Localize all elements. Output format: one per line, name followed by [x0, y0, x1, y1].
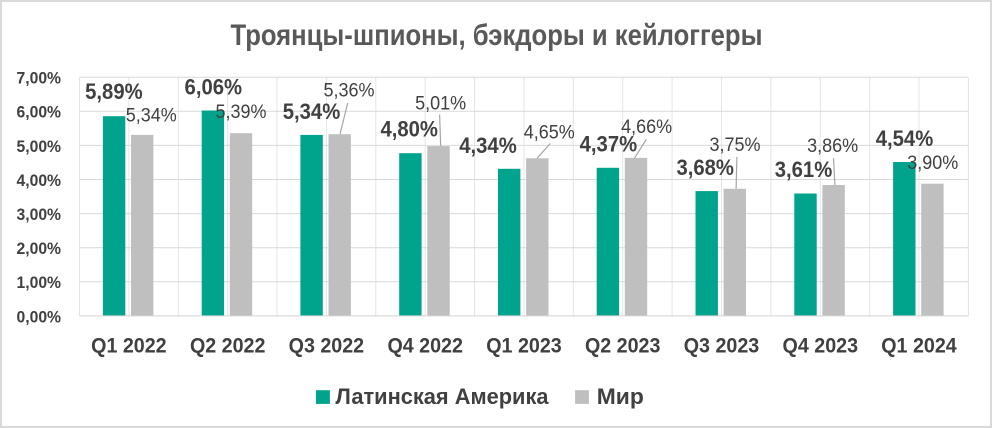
svg-text:5,39%: 5,39% [216, 102, 267, 123]
svg-text:Мир: Мир [597, 384, 644, 409]
svg-text:Q3 2023: Q3 2023 [684, 335, 760, 358]
svg-text:3,68%: 3,68% [676, 155, 734, 180]
svg-text:4,37%: 4,37% [580, 131, 638, 156]
svg-text:3,00%: 3,00% [17, 205, 62, 224]
svg-text:0,00%: 0,00% [17, 307, 62, 326]
svg-text:3,75%: 3,75% [710, 135, 761, 156]
svg-text:Q2 2022: Q2 2022 [190, 335, 266, 358]
svg-text:5,00%: 5,00% [17, 137, 62, 156]
svg-text:5,01%: 5,01% [415, 94, 466, 115]
svg-text:5,34%: 5,34% [283, 99, 341, 124]
svg-text:3,90%: 3,90% [907, 153, 958, 174]
svg-text:5,34%: 5,34% [126, 106, 177, 127]
svg-text:Q4 2022: Q4 2022 [387, 335, 463, 358]
svg-text:4,65%: 4,65% [524, 123, 575, 144]
svg-text:2,00%: 2,00% [17, 239, 62, 258]
svg-text:Q2 2023: Q2 2023 [585, 335, 661, 358]
svg-text:4,00%: 4,00% [17, 171, 62, 190]
svg-text:Q3 2022: Q3 2022 [289, 335, 365, 358]
svg-text:Q4 2023: Q4 2023 [783, 335, 859, 358]
svg-text:3,61%: 3,61% [775, 157, 833, 182]
svg-text:Q1 2022: Q1 2022 [91, 335, 167, 358]
svg-text:7,00%: 7,00% [17, 69, 62, 88]
svg-text:6,06%: 6,06% [185, 74, 243, 99]
svg-text:Q1 2024: Q1 2024 [881, 335, 957, 358]
svg-text:Латинская Америка: Латинская Америка [336, 384, 550, 409]
svg-text:Q1 2023: Q1 2023 [486, 335, 562, 358]
svg-text:4,54%: 4,54% [876, 126, 934, 151]
svg-text:Троянцы-шпионы, бэкдоры и кейл: Троянцы-шпионы, бэкдоры и кейлоггеры [231, 19, 763, 52]
svg-text:4,34%: 4,34% [459, 133, 517, 158]
svg-text:4,80%: 4,80% [380, 117, 438, 142]
svg-text:5,36%: 5,36% [324, 80, 375, 101]
svg-text:6,00%: 6,00% [17, 103, 62, 122]
svg-text:3,86%: 3,86% [807, 136, 858, 157]
svg-text:4,66%: 4,66% [621, 117, 672, 138]
svg-text:1,00%: 1,00% [17, 273, 62, 292]
svg-text:5,89%: 5,89% [85, 79, 143, 104]
